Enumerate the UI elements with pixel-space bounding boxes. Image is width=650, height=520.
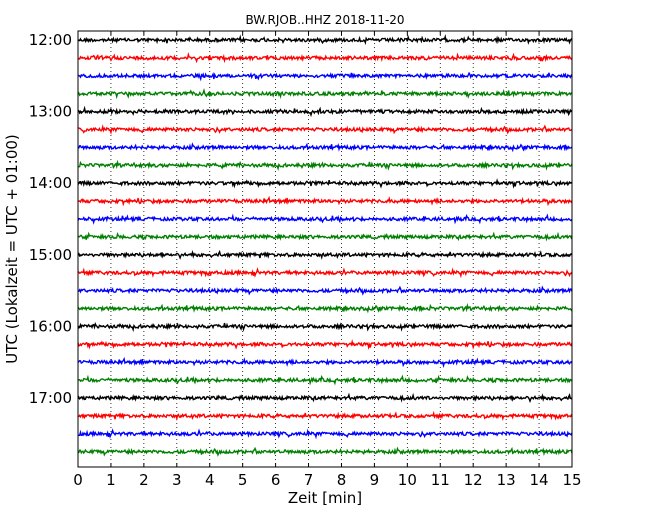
trace-1530	[77, 285, 573, 296]
trace-1300	[77, 105, 573, 118]
y-axis: 12:00 13:00 14:00 15:00 16:00 17:00	[29, 31, 572, 407]
y-tick-label: 12:00	[29, 31, 72, 49]
trace-1215	[77, 51, 573, 64]
x-tick-label: 6	[271, 471, 281, 489]
y-tick-label: 14:00	[29, 174, 72, 192]
x-axis-label: Zeit [min]	[288, 489, 362, 507]
x-tick-label: 4	[205, 471, 215, 489]
chart-title: BW.RJOB..HHZ 2018-11-20	[245, 13, 404, 27]
trace-1400	[77, 177, 573, 189]
trace-1615	[77, 339, 573, 350]
x-tick-label: 7	[304, 471, 314, 489]
y-axis-label: UTC (Lokalzeit = UTC + 01:00)	[3, 134, 21, 364]
trace-1715	[77, 410, 573, 422]
trace-1230	[77, 71, 573, 82]
trace-1515	[77, 267, 573, 279]
trace-1730	[77, 428, 573, 440]
x-tick-label: 12	[464, 471, 483, 489]
trace-1700	[77, 392, 573, 404]
trace-1330	[77, 142, 573, 153]
x-tick-label: 14	[530, 471, 549, 489]
trace-1200	[77, 33, 573, 46]
y-tick-label: 15:00	[29, 246, 72, 264]
x-tick-label: 13	[497, 471, 516, 489]
trace-1645	[77, 374, 573, 386]
trace-1345	[77, 159, 573, 172]
x-tick-label: 1	[106, 471, 116, 489]
x-axis: 0 1 2 3 4 5 6 7 8 9 10 11 12 13 14 15	[73, 31, 582, 489]
trace-1600	[77, 321, 573, 333]
trace-1315	[77, 124, 573, 136]
grid	[110, 31, 540, 467]
plot-frame	[77, 30, 573, 468]
x-tick-label: 0	[73, 471, 83, 489]
traces	[77, 33, 573, 457]
trace-1630	[77, 356, 573, 369]
trace-1745	[77, 446, 573, 457]
x-tick-label: 10	[398, 471, 417, 489]
x-tick-label: 15	[562, 471, 581, 489]
trace-1445	[77, 231, 573, 242]
x-tick-label: 9	[370, 471, 380, 489]
y-tick-label: 13:00	[29, 103, 72, 121]
trace-1545	[77, 302, 573, 314]
x-tick-label: 5	[238, 471, 248, 489]
y-tick-label: 16:00	[29, 317, 72, 335]
y-tick-label: 17:00	[29, 389, 72, 407]
trace-1430	[77, 213, 573, 225]
trace-1245	[77, 88, 573, 100]
trace-1500	[77, 249, 573, 260]
x-tick-label: 2	[139, 471, 149, 489]
x-tick-label: 8	[337, 471, 347, 489]
x-tick-label: 3	[172, 471, 182, 489]
x-tick-label: 11	[431, 471, 450, 489]
trace-1415	[77, 195, 573, 207]
